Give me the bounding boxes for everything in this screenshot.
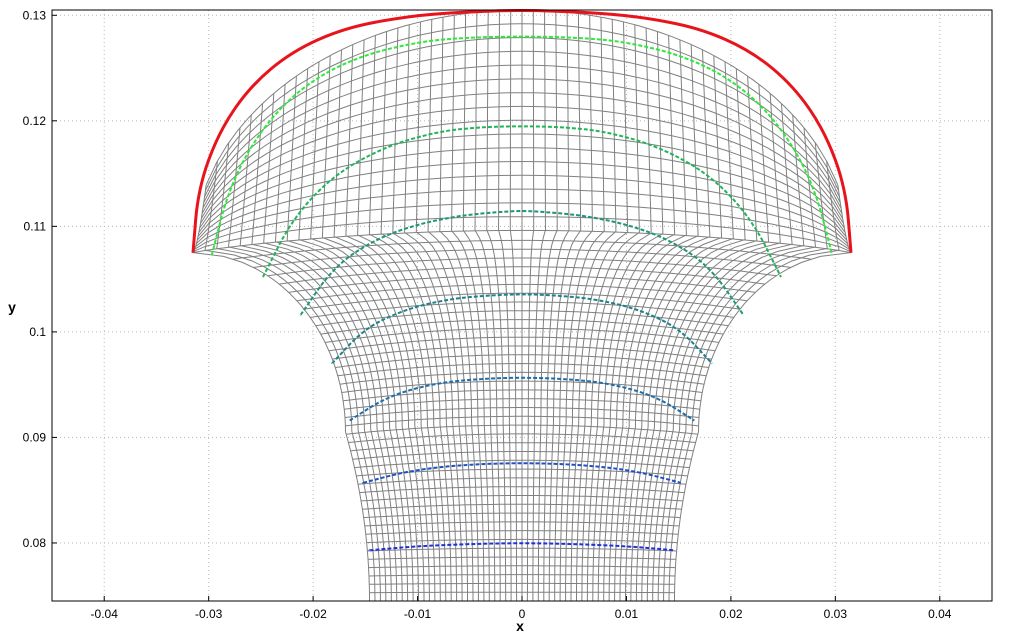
mesh-row-line [367, 547, 677, 552]
mesh-row-line [200, 92, 844, 219]
mesh-row-line [197, 147, 847, 237]
series-line-8 [368, 542, 675, 552]
axis-ticks: -0.04 -0.03 -0.02 -0.01 0 0.01 0.02 0.03 0.04 0.0… [23, 8, 952, 621]
mesh-row-line [196, 174, 848, 244]
mesh-row-line [203, 50, 841, 203]
mesh-row-line [194, 202, 850, 250]
mesh-row-line [366, 538, 678, 544]
mesh-row-line [193, 216, 851, 252]
mesh-row-line [303, 292, 741, 310]
x-tick-label: -0.01 [404, 607, 432, 621]
x-tick-label: 0.04 [928, 607, 952, 621]
mesh-row-line [346, 424, 698, 435]
mesh-row-line [320, 319, 724, 335]
series-line-7 [362, 462, 682, 484]
y-axis-label: y [8, 299, 16, 315]
mesh-row-line [332, 345, 712, 360]
mesh-row-line [354, 459, 690, 469]
x-tick-label: -0.02 [299, 607, 327, 621]
mesh-row-line [350, 442, 694, 452]
mesh-row-line [202, 64, 842, 209]
mesh-row-line [288, 275, 756, 293]
mesh-row-line [279, 266, 765, 285]
x-tick-label: 0.02 [719, 607, 743, 621]
mesh-row-line [198, 133, 846, 233]
x-tick-label: 0.03 [824, 607, 848, 621]
mesh-column-line [486, 11, 507, 601]
mesh-row-line [363, 512, 681, 519]
mesh-row-line [310, 301, 734, 318]
mesh-row-line [352, 451, 692, 460]
mesh-column-line [646, 103, 793, 601]
mesh-row-line [369, 582, 675, 585]
mesh-row-line [368, 565, 676, 569]
mesh-row-line [200, 105, 844, 224]
mesh-column-line [239, 114, 392, 601]
x-tick-label: -0.04 [91, 607, 119, 621]
mesh-column-line [652, 114, 805, 601]
series-lines [191, 9, 853, 552]
mesh-row-line [348, 433, 696, 443]
mesh-row-line [362, 503, 682, 510]
y-tick-label: 0.13 [23, 8, 47, 22]
mesh-row-line [345, 415, 699, 427]
mesh-row-line [196, 160, 848, 241]
mesh-row-line [335, 354, 709, 368]
y-tick-label: 0.11 [24, 219, 47, 233]
mesh-row-line [204, 23, 840, 192]
y-tick-label: 0.09 [23, 430, 47, 444]
series-line-1 [191, 9, 853, 253]
x-tick-label: 0 [519, 607, 526, 621]
mesh-column-line [509, 10, 518, 601]
mesh-row-line [337, 362, 707, 377]
mesh-row-line [267, 257, 777, 277]
y-tick-label: 0.12 [23, 114, 47, 128]
mesh-row-line [361, 495, 683, 502]
mesh-row-line [344, 407, 700, 418]
series-line-2 [210, 35, 834, 256]
mesh-row-line [359, 486, 685, 494]
mesh-row-line [233, 239, 811, 260]
mesh-column-line [526, 10, 535, 601]
mesh-row-line [339, 371, 705, 385]
mesh-row-line [368, 574, 676, 577]
series-line-4 [299, 210, 745, 316]
x-tick-label: -0.03 [195, 607, 223, 621]
mesh-row-line [367, 556, 677, 560]
x-tick-label: 0.01 [615, 607, 639, 621]
mesh-row-line [364, 521, 680, 527]
mesh-row-line [328, 336, 716, 352]
series-line-6 [348, 376, 695, 422]
mesh-row-line [201, 78, 843, 214]
series-line-5 [330, 293, 713, 365]
mesh-row-line [253, 248, 791, 268]
mesh-column-line [274, 84, 409, 601]
mesh-row-line [369, 591, 675, 594]
mesh-row-line [199, 119, 845, 229]
mesh-row-line [341, 380, 703, 393]
mesh-row-line [193, 229, 851, 254]
mesh-grid [192, 9, 852, 602]
mesh-row-line [357, 477, 687, 485]
mesh-row-line [343, 389, 701, 402]
mesh-column-line [635, 84, 770, 601]
mesh-row-line [315, 310, 729, 327]
mesh-row-line [296, 283, 748, 302]
mesh-row-line [365, 530, 679, 535]
mesh-row-line [344, 398, 700, 410]
mesh-column-line [251, 103, 398, 601]
mesh-column-line [537, 11, 558, 601]
series-line-3 [262, 125, 782, 278]
y-tick-label: 0.1 [29, 325, 46, 339]
y-tick-label: 0.08 [23, 536, 47, 550]
mesh-row-line [325, 327, 719, 343]
x-axis-label: x [516, 618, 524, 634]
